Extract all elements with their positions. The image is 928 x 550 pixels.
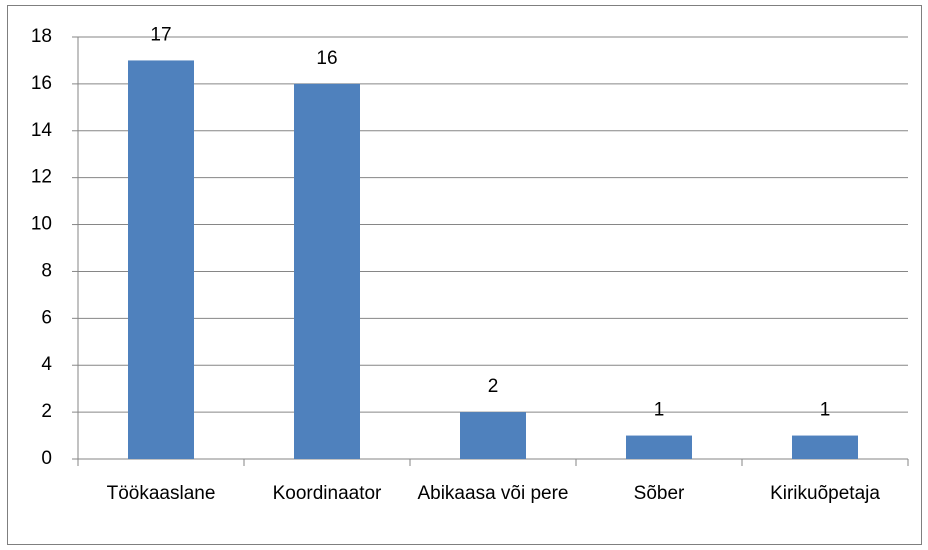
bar — [294, 83, 360, 459]
y-tick-label: 2 — [41, 401, 52, 422]
x-tick-label: Töökaaslane — [107, 483, 216, 504]
bar — [792, 435, 858, 459]
bar — [128, 60, 194, 459]
y-tick-label: 4 — [41, 354, 52, 375]
x-tick-label: Koordinaator — [273, 483, 382, 504]
data-label: 2 — [488, 376, 499, 397]
y-tick-label: 16 — [31, 73, 52, 94]
data-label: 16 — [316, 48, 337, 69]
y-tick-label: 8 — [41, 260, 52, 281]
y-tick-label: 0 — [41, 448, 52, 469]
y-tick-label: 18 — [31, 26, 52, 47]
bar — [460, 412, 526, 459]
y-tick-label: 12 — [31, 167, 52, 188]
data-label: 1 — [820, 400, 831, 421]
y-tick-label: 6 — [41, 307, 52, 328]
data-label: 1 — [654, 400, 665, 421]
x-tick-label: Sõber — [634, 483, 685, 504]
y-tick-label: 10 — [31, 214, 52, 235]
x-tick-label: Kirikuõpetaja — [770, 483, 880, 504]
data-label: 17 — [150, 24, 171, 45]
bar — [626, 435, 692, 459]
y-tick-label: 14 — [31, 120, 53, 141]
x-tick-label: Abikaasa või pere — [417, 483, 568, 504]
